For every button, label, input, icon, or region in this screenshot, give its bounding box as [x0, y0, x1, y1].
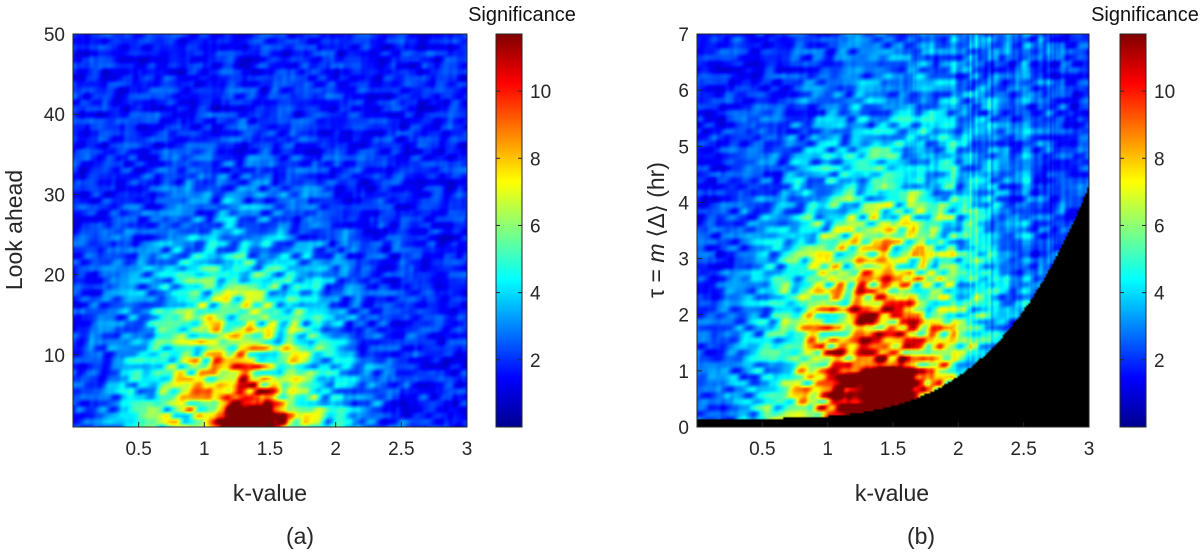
heatmap-b-image	[697, 34, 1089, 427]
colorbar-a	[495, 33, 523, 428]
panel-label-b: (b)	[907, 523, 935, 549]
x-tick-label-b: 3	[1084, 439, 1095, 460]
colorbar-tick-label-b: 10	[1154, 82, 1175, 103]
y-tick-label-b: 0	[678, 418, 689, 439]
y-tick-label-a: 10	[44, 346, 65, 367]
y-tick-label-a: 30	[44, 185, 65, 206]
y-axis-label-a: Look ahead	[1, 170, 27, 290]
x-tick-label-a: 1	[199, 439, 210, 460]
y-tick-label-a: 40	[44, 105, 65, 126]
y-axis-label-b-var: m	[643, 244, 669, 263]
colorbar-tick-label-a: 8	[530, 149, 541, 170]
x-tick-label-b: 2.5	[1010, 439, 1036, 460]
colorbar-tick-label-a: 6	[530, 216, 541, 237]
colorbar-title-a: Significance	[468, 4, 576, 26]
y-tick-label-b: 7	[678, 25, 689, 46]
y-tick-label-a: 20	[44, 266, 65, 287]
colorbar-tick-label-a: 10	[530, 82, 551, 103]
y-tick-label-b: 1	[678, 362, 689, 383]
y-axis-label-b-prefix: τ =	[643, 263, 669, 298]
y-tick-label-b: 2	[678, 306, 689, 327]
x-tick-label-b: 1	[822, 439, 833, 460]
y-ticks-b: 0 1 2 3 4 5 6 7	[678, 25, 702, 439]
colorbar-ticks-b: 2 4 6 8 10	[1120, 82, 1175, 372]
colorbar-ticks-a: 2 4 6 8 10	[496, 82, 551, 372]
y-tick-label-b: 3	[678, 250, 689, 271]
x-tick-label-b: 1.5	[880, 439, 906, 460]
panel-b: 0.5 1 1.5 2 2.5 3 0 1 2 3 4 5 6 7 k-value τ = m ⟨Δ⟩ (…	[643, 4, 1199, 549]
x-tick-label-a: 1.5	[257, 439, 283, 460]
colorbar-tick-label-b: 6	[1154, 216, 1165, 237]
x-ticks-a: 0.5 1 1.5 2 2.5 3	[125, 422, 472, 460]
colorbar-tick-label-a: 2	[530, 351, 541, 372]
x-tick-label-a: 2.5	[388, 439, 414, 460]
colorbar-tick-label-b: 4	[1154, 284, 1165, 305]
x-axis-label-a: k-value	[233, 480, 307, 506]
colorbar-tick-label-b: 8	[1154, 149, 1165, 170]
heatmap-a-image	[73, 34, 467, 427]
y-ticks-a: 10 20 30 40 50	[44, 25, 78, 367]
y-tick-label-a: 50	[44, 25, 65, 46]
y-axis-label-b-unit: (hr)	[643, 162, 669, 204]
colorbar-tick-label-b: 2	[1154, 351, 1165, 372]
colorbar-title-b: Significance	[1091, 4, 1199, 26]
y-tick-label-b: 4	[678, 193, 689, 214]
y-axis-label-b-bracket: ⟨Δ⟩	[643, 204, 669, 237]
x-tick-label-b: 2	[953, 439, 964, 460]
panel-a: 0.5 1 1.5 2 2.5 3 10 20 30 40 50 k-value Look ahe…	[1, 4, 576, 549]
y-tick-label-b: 6	[678, 81, 689, 102]
x-tick-label-a: 3	[462, 439, 473, 460]
colorbar-b	[1119, 33, 1147, 428]
y-axis-label-b: τ = m ⟨Δ⟩ (hr)	[643, 162, 669, 298]
x-axis-label-b: k-value	[855, 480, 929, 506]
y-tick-label-b: 5	[678, 137, 689, 158]
colorbar-tick-label-a: 4	[530, 284, 541, 305]
x-tick-label-a: 2	[330, 439, 341, 460]
x-tick-label-b: 0.5	[749, 439, 775, 460]
x-ticks-b: 0.5 1 1.5 2 2.5 3	[749, 422, 1094, 460]
x-tick-label-a: 0.5	[125, 439, 151, 460]
panel-label-a: (a)	[286, 523, 314, 549]
